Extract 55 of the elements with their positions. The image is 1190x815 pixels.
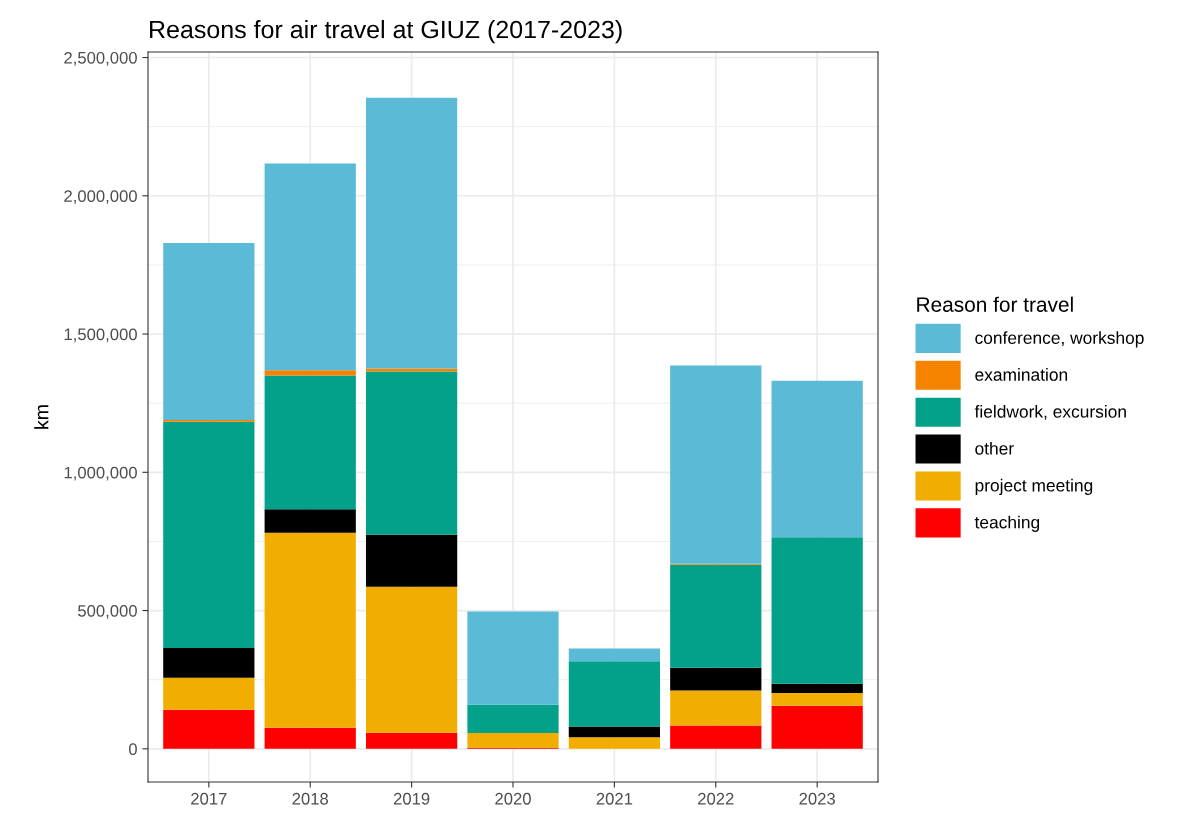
y-tick-label: 2,500,000 <box>64 51 137 66</box>
x-tick-label: 2020 <box>495 792 531 805</box>
x-tick-label: 2018 <box>292 792 329 805</box>
bar <box>670 725 762 749</box>
bar <box>264 163 356 371</box>
bar <box>467 611 559 705</box>
x-tick-label: 2022 <box>698 792 734 805</box>
legend-label: teaching <box>974 515 1040 532</box>
legend-label: other <box>975 441 1014 455</box>
bar <box>163 243 255 421</box>
bar <box>568 726 661 738</box>
bar <box>365 586 458 733</box>
y-tick-label: 2,000,000 <box>64 190 137 204</box>
bar <box>670 667 762 691</box>
bar <box>670 564 762 668</box>
bar <box>771 380 863 538</box>
x-tick-label: 2017 <box>191 792 227 805</box>
legend-label: examination <box>975 368 1068 381</box>
bar <box>771 683 863 693</box>
bar <box>365 732 458 749</box>
bar <box>163 677 255 710</box>
bar <box>264 375 356 510</box>
x-tick-label: 2023 <box>799 792 835 805</box>
y-tick-label: 0 <box>128 743 137 756</box>
y-tick-label: 1,000,000 <box>64 466 137 481</box>
legend-label: conference, workshop <box>975 331 1144 348</box>
legend-label: fieldwork, excursion <box>974 405 1126 420</box>
bar <box>467 704 559 734</box>
x-tick-label: 2021 <box>596 792 633 805</box>
bar <box>568 648 661 662</box>
bar <box>771 537 863 684</box>
bar <box>163 709 255 749</box>
bar <box>670 365 762 564</box>
bar <box>264 727 356 749</box>
bar <box>264 532 356 728</box>
bar <box>365 97 458 369</box>
bar <box>163 647 255 678</box>
bar <box>365 534 458 587</box>
x-tick-label: 2019 <box>393 792 430 805</box>
y-axis-title: km <box>34 405 49 429</box>
bar <box>568 737 661 749</box>
bar <box>670 690 762 726</box>
bar <box>163 421 255 648</box>
chart-title: Reasons for air travel at GIUZ (2017-2023) <box>150 19 622 44</box>
bar <box>365 371 458 535</box>
y-tick-label: 500,000 <box>78 604 137 619</box>
bar <box>264 370 356 376</box>
y-tick-label: 1,500,000 <box>64 328 137 343</box>
legend-title: Reason for travel <box>917 296 1073 312</box>
legend-label: project meeting <box>975 478 1093 495</box>
bar <box>568 661 661 727</box>
bar <box>264 509 356 533</box>
bar <box>467 733 559 748</box>
bar <box>771 705 863 749</box>
bar <box>771 692 863 706</box>
